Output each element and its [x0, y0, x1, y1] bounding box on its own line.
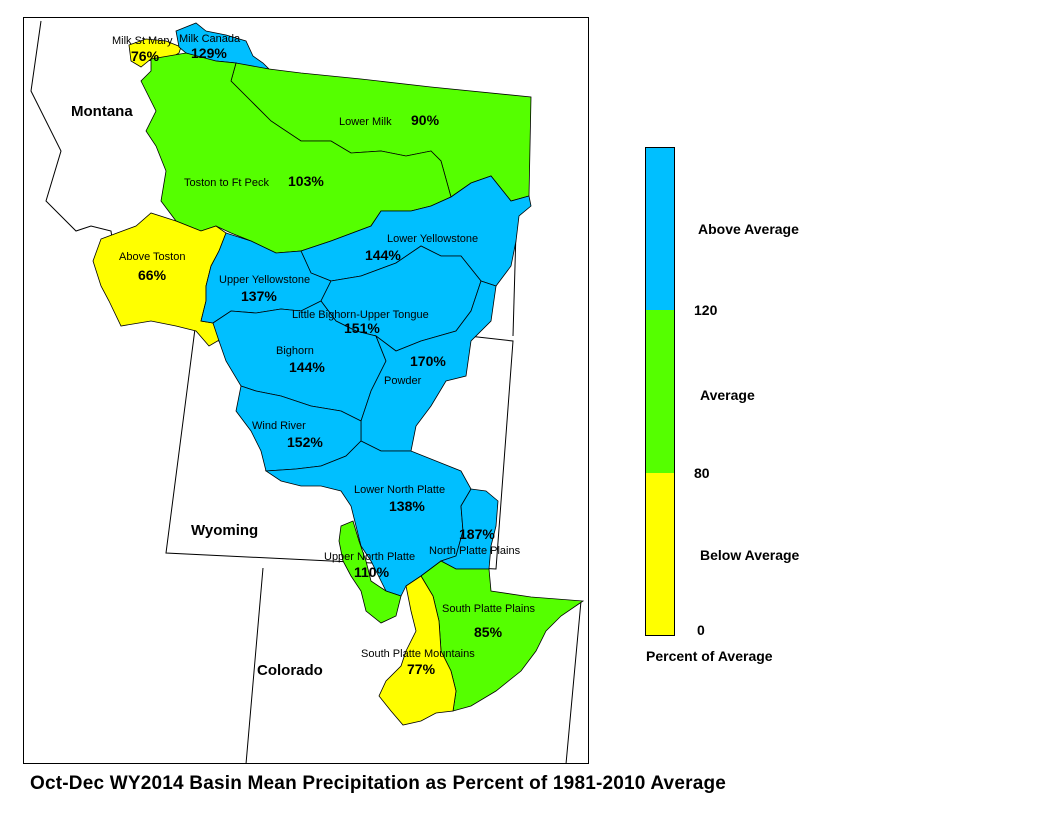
legend-swatch-below [645, 473, 675, 636]
legend-break-80: 80 [694, 465, 710, 481]
basin-label-milk-canada: Milk Canada [179, 33, 241, 45]
basin-label-lower-north-platte: Lower North Platte [354, 484, 445, 496]
basin-label-upper-north-platte: Upper North Platte [324, 551, 415, 563]
map-title: Oct-Dec WY2014 Basin Mean Precipitation … [30, 773, 727, 794]
basin-label-north-platte-plains: North Platte Plains [429, 545, 521, 557]
legend-label-above: Above Average [698, 221, 799, 237]
basin-south-platte-mountains[interactable] [378, 575, 457, 726]
basin-label-south-platte-mountains: South Platte Mountains [361, 648, 475, 660]
legend-break-120: 120 [694, 302, 718, 318]
basin-pct-wind-river: 152% [287, 434, 323, 450]
basin-pct-lower-north-platte: 138% [389, 498, 425, 514]
basin-upper-north-platte[interactable] [338, 520, 402, 624]
basin-label-milk-st-mary: Milk St Mary [112, 35, 173, 47]
basin-label-powder: Powder [384, 375, 422, 387]
basin-pct-upper-north-platte: 110% [354, 564, 390, 580]
basin-pct-above-toston: 66% [138, 267, 167, 283]
basin-label-south-platte-plains: South Platte Plains [442, 603, 535, 615]
state-label-colorado: Colorado [257, 662, 323, 679]
montana-east-border [512, 230, 517, 337]
basin-label-above-toston: Above Toston [119, 251, 185, 263]
basin-pct-lower-yellowstone: 144% [365, 247, 401, 263]
basin-label-upper-yellowstone: Upper Yellowstone [219, 274, 310, 286]
state-label-wyoming: Wyoming [191, 522, 258, 539]
basin-pct-south-platte-mountains: 77% [407, 661, 436, 677]
basin-pct-upper-yellowstone: 137% [241, 288, 277, 304]
basin-label-lower-yellowstone: Lower Yellowstone [387, 233, 478, 245]
basin-pct-south-platte-plains: 85% [474, 624, 503, 640]
legend-label-below: Below Average [700, 547, 800, 563]
basin-pct-bighorn: 144% [289, 359, 325, 375]
basin-label-little-bighorn: Little Bighorn-Upper Tongue [292, 309, 429, 321]
basin-pct-little-bighorn: 151% [344, 320, 380, 336]
basin-label-lower-milk: Lower Milk [339, 116, 392, 128]
legend-swatch-above [645, 147, 675, 310]
basin-pct-lower-milk: 90% [411, 112, 440, 128]
legend-swatch-average [645, 310, 675, 473]
legend-break-0: 0 [697, 622, 705, 638]
basin-label-wind-river: Wind River [252, 420, 306, 432]
basin-pct-powder: 170% [410, 353, 446, 369]
state-label-montana: Montana [71, 103, 133, 120]
basin-pct-milk-canada: 129% [191, 45, 227, 61]
basin-label-bighorn: Bighorn [276, 345, 314, 357]
map-frame: Montana Wyoming Colorado Milk St Mary Mi… [23, 17, 589, 765]
legend-title: Percent of Average [646, 648, 773, 664]
basin-map: Montana Wyoming Colorado Milk St Mary Mi… [30, 20, 585, 765]
colorado-outline [245, 567, 582, 765]
basin-pct-north-platte-plains: 187% [459, 526, 495, 542]
basin-pct-milk-st-mary: 76% [131, 48, 160, 64]
basin-pct-toston-ft-peck: 103% [288, 173, 324, 189]
basin-label-toston-ft-peck: Toston to Ft Peck [184, 177, 269, 189]
legend-label-average: Average [700, 387, 755, 403]
